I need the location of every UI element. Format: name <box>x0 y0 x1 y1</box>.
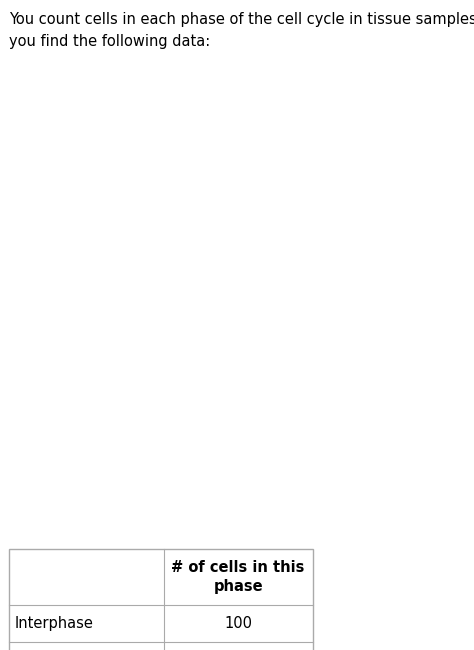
Text: Interphase: Interphase <box>14 616 93 631</box>
Bar <box>9 549 313 650</box>
Text: you find the following data:: you find the following data: <box>9 34 210 49</box>
Text: # of cells in this
phase: # of cells in this phase <box>172 560 305 594</box>
Text: 100: 100 <box>224 616 252 631</box>
Text: You count cells in each phase of the cell cycle in tissue samples, and: You count cells in each phase of the cel… <box>9 12 474 27</box>
